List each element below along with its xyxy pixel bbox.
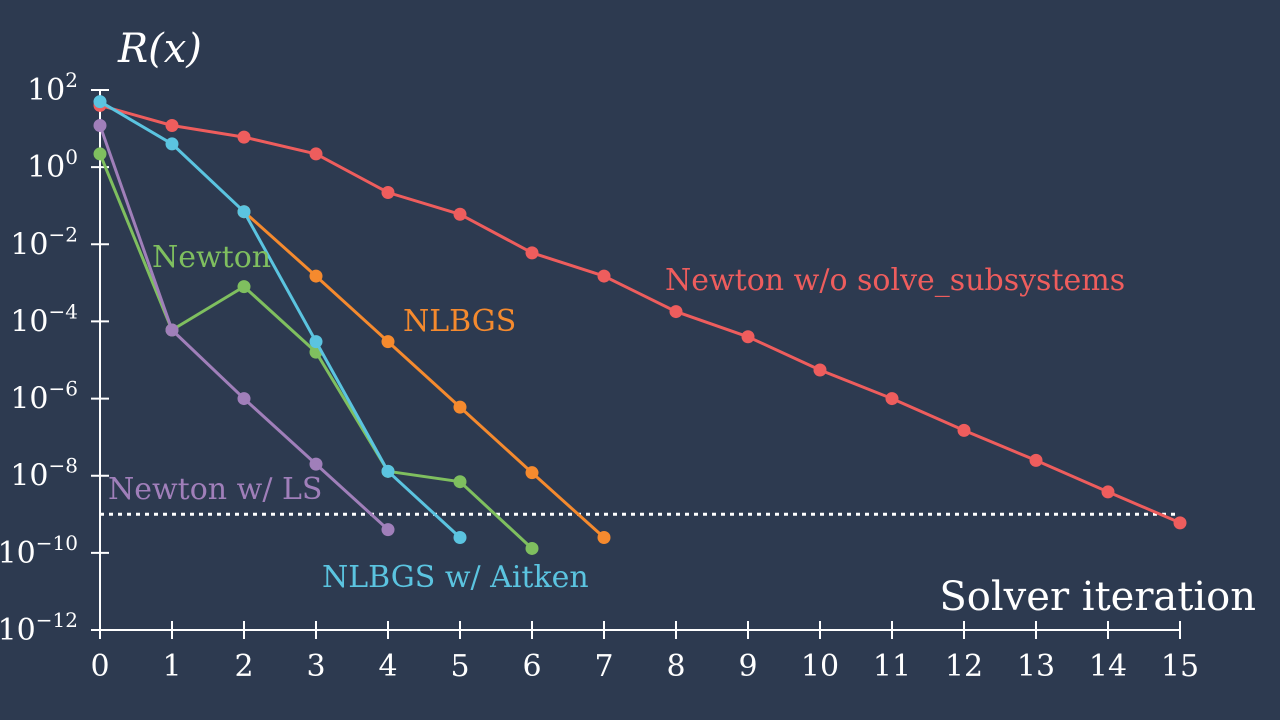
series-nlbgs-w-aitken [93,95,467,545]
data-point [957,423,971,437]
x-tick-label: 15 [1161,649,1199,684]
series-line [99,103,1181,525]
data-point [237,130,251,144]
series-line [99,100,462,539]
x-tick-label: 9 [738,649,757,684]
data-point [237,280,251,294]
x-tick-label: 0 [90,649,109,684]
y-tick-label: 10−6 [10,377,78,417]
data-point [669,305,683,319]
data-point [93,147,107,161]
y-tick-exponent: −6 [49,377,78,401]
x-tick-label: 1 [162,649,181,684]
y-tick-exponent: −2 [49,222,78,246]
data-point [165,137,179,151]
series-label-newton-w-ls: Newton w/ LS [108,472,322,507]
y-tick-base: 10 [10,227,48,262]
data-point [1173,516,1187,530]
axes: 0 1 2 3 4 5 6 7 8 9 10 11 12 13 14 1510210010−210−410−6… [0,68,1199,684]
series-label-newton: Newton [152,240,271,275]
data-point [453,475,467,489]
y-tick-base: 10 [10,382,48,417]
data-point [597,269,611,283]
y-tick-exponent: −4 [49,299,78,323]
y-tick-label: 10−8 [10,454,78,494]
data-point [93,119,107,133]
y-tick-exponent: −10 [36,531,78,555]
x-tick-label: 12 [945,649,983,684]
x-tick-label: 8 [666,649,685,684]
y-tick-base: 10 [10,304,48,339]
y-tick-label: 100 [27,145,78,185]
data-point [93,95,107,109]
series-label-newton-w-o-solve-subsystems: Newton w/o solve_subsystems [665,263,1125,298]
data-point [741,330,755,344]
data-point [453,400,467,414]
y-tick-label: 10−2 [10,222,78,262]
data-point [381,186,395,200]
data-point [525,246,539,260]
y-tick-exponent: −12 [36,608,78,632]
data-point [309,269,323,283]
data-point [597,531,611,545]
data-point [525,466,539,480]
x-tick-label: 14 [1089,649,1127,684]
data-point [165,323,179,337]
data-point [309,335,323,349]
data-point [525,541,539,555]
y-tick-exponent: −8 [49,454,78,478]
y-tick-base: 10 [0,536,36,571]
y-tick-label: 10−12 [0,608,78,648]
y-tick-base: 10 [27,73,65,108]
series-group [93,95,1187,555]
data-point [309,147,323,161]
series-newton-w-o-solve-subsystems [93,98,1187,530]
x-tick-label: 4 [378,649,397,684]
y-tick-base: 10 [27,150,65,185]
data-point [885,392,899,406]
series-label-nlbgs: NLBGS [403,304,516,339]
y-tick-label: 10−4 [10,299,78,339]
series-line [242,210,606,539]
x-tick-label: 13 [1017,649,1055,684]
data-point [381,335,395,349]
x-tick-label: 6 [522,649,541,684]
y-tick-label: 10−10 [0,531,78,571]
data-point [1029,453,1043,467]
data-point [309,457,323,471]
labels-group: R(x) Solver iteration Newton w/o solve_sub… [108,26,1256,620]
data-point [453,207,467,221]
series-nlbgs [237,205,611,545]
data-point [237,205,251,219]
series-newton-w-ls [93,119,395,537]
x-tick-label: 3 [306,649,325,684]
data-point [381,464,395,478]
data-point [237,392,251,406]
y-tick-exponent: 0 [65,145,78,169]
x-tick-label: 11 [873,649,911,684]
y-tick-base: 10 [0,613,36,648]
x-tick-label: 2 [234,649,253,684]
x-axis-label: Solver iteration [939,574,1256,620]
y-tick-exponent: 2 [65,68,78,92]
data-point [165,119,179,133]
y-tick-label: 102 [27,68,78,108]
x-tick-label: 10 [801,649,839,684]
y-axis-label: R(x) [117,26,202,72]
data-point [813,363,827,377]
data-point [381,523,395,537]
x-tick-label: 5 [450,649,469,684]
x-tick-label: 7 [594,649,613,684]
data-point [1101,485,1115,499]
data-point [453,531,467,545]
y-tick-base: 10 [10,459,48,494]
series-label-nlbgs-w-aitken: NLBGS w/ Aitken [322,560,589,595]
